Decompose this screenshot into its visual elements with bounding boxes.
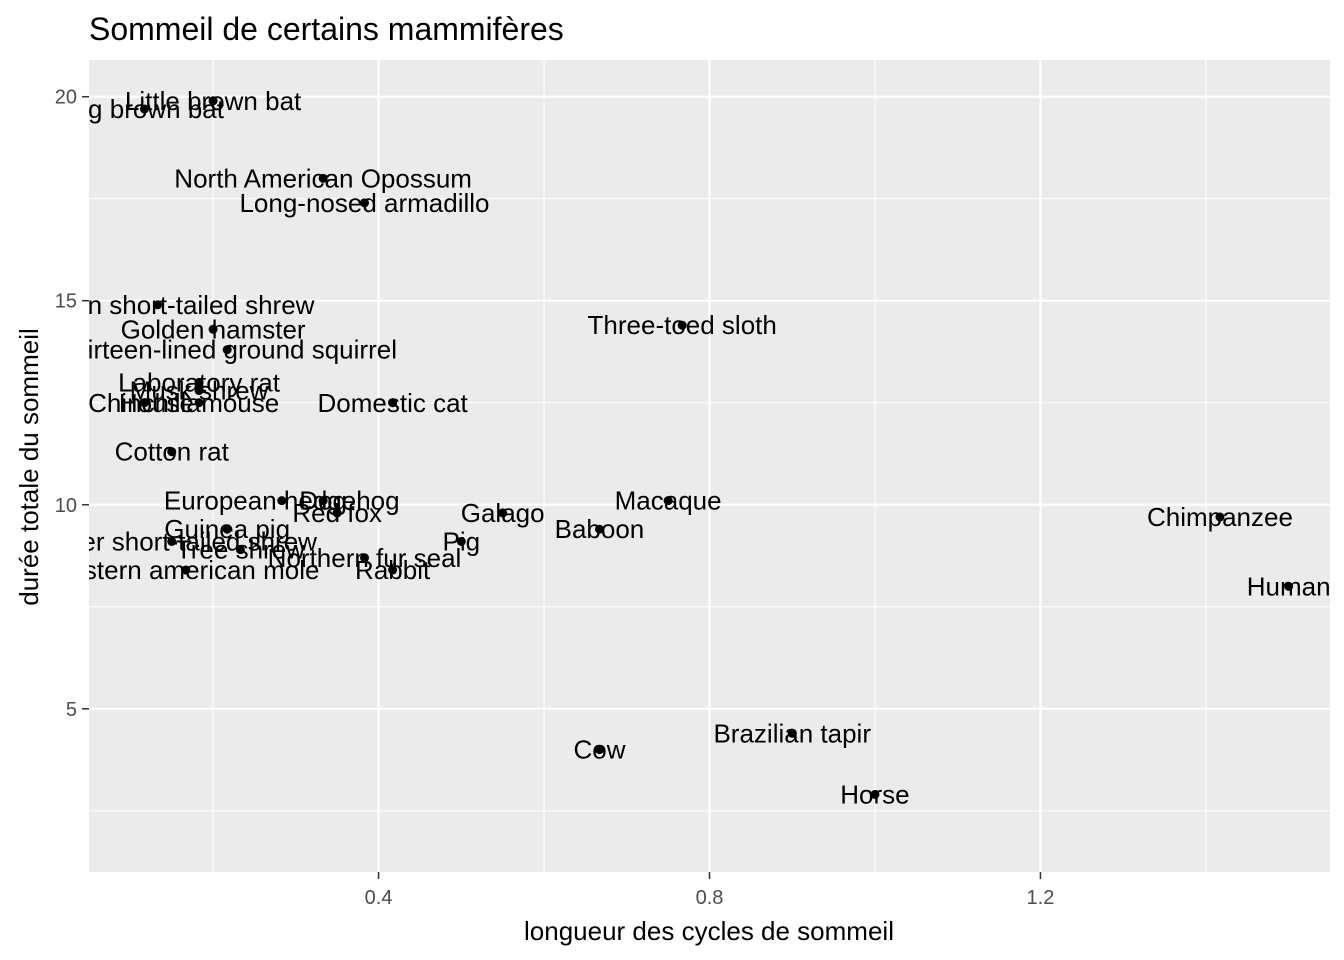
data-point xyxy=(153,300,163,310)
point-label: Pig xyxy=(443,526,481,556)
point-label: Red fox xyxy=(292,498,382,528)
point-label: Big brown bat xyxy=(65,94,225,124)
data-point xyxy=(167,447,177,457)
y-axis: 5 10 15 20 xyxy=(55,87,89,721)
data-point xyxy=(498,508,508,518)
point-label: Baboon xyxy=(555,514,645,544)
point-label: Guinea pig xyxy=(164,514,290,544)
data-point xyxy=(388,398,398,408)
data-points xyxy=(139,96,1294,799)
point-label: Musk shrew xyxy=(130,376,269,406)
data-point xyxy=(318,496,328,506)
point-label: European hedgehog xyxy=(164,486,400,516)
data-point xyxy=(167,536,177,546)
data-point xyxy=(594,524,604,534)
point-label: Little brown bat xyxy=(125,86,302,116)
x-axis: 0.4 0.8 1.2 xyxy=(365,872,1055,909)
data-point xyxy=(1215,512,1225,522)
point-label: Dog xyxy=(299,486,347,516)
data-point xyxy=(360,198,370,208)
data-point xyxy=(222,345,232,355)
point-label: Chimpanzee xyxy=(1147,502,1293,532)
y-tick-label: 20 xyxy=(55,87,77,109)
point-label: Galago xyxy=(461,498,545,528)
point-label: Domestic cat xyxy=(317,388,468,418)
point-label: Horse xyxy=(840,779,909,809)
point-label: Laboratory rat xyxy=(118,367,281,397)
point-label: Northern fur seal xyxy=(268,543,462,573)
data-point xyxy=(194,386,204,396)
data-point xyxy=(594,745,604,755)
data-point xyxy=(194,377,204,387)
point-label: Three-toed sloth xyxy=(588,310,777,340)
y-tick-label: 10 xyxy=(55,495,77,517)
data-point xyxy=(388,565,398,575)
data-point xyxy=(360,553,370,563)
data-point xyxy=(663,496,673,506)
data-point xyxy=(456,536,466,546)
point-label: Golden hamster xyxy=(121,314,306,344)
x-tick-label: 0.8 xyxy=(696,887,724,909)
point-label: Rabbit xyxy=(355,555,431,585)
y-tick-label: 5 xyxy=(66,699,77,721)
data-point xyxy=(235,545,245,555)
data-point xyxy=(181,565,191,575)
point-label: Human xyxy=(1247,571,1331,601)
data-point xyxy=(1284,581,1294,591)
point-label: Tree shrew xyxy=(176,535,305,565)
data-point xyxy=(208,324,218,334)
data-point xyxy=(332,508,342,518)
data-point xyxy=(194,398,204,408)
point-label: Brazilian tapir xyxy=(713,718,871,748)
point-label: Chinchilla xyxy=(88,388,201,418)
y-axis-title: durée totale du sommeil xyxy=(14,328,44,605)
chart-title: Sommeil de certains mammifères xyxy=(89,11,564,47)
y-tick-label: 15 xyxy=(55,291,77,313)
grid-major xyxy=(89,60,1330,872)
data-point xyxy=(677,320,687,330)
point-label: North American Opossum xyxy=(174,163,472,193)
data-point xyxy=(277,496,287,506)
point-label: Long-nosed armadillo xyxy=(239,188,489,218)
point-label: Eastern american mole xyxy=(52,555,319,585)
data-point xyxy=(318,173,328,183)
data-point xyxy=(139,104,149,114)
point-label: Northern short-tailed shrew xyxy=(1,290,315,320)
point-label: Cotton rat xyxy=(115,437,230,467)
data-point xyxy=(208,96,218,106)
point-label: Thirteen-lined ground squirrel xyxy=(57,335,397,365)
point-label: House mouse xyxy=(119,388,279,418)
x-tick-label: 1.2 xyxy=(1027,887,1055,909)
x-axis-title: longueur des cycles de sommeil xyxy=(524,916,894,946)
point-label: Lesser short-tailed shrew xyxy=(26,526,317,556)
data-point xyxy=(139,398,149,408)
point-label: Cow xyxy=(573,735,625,765)
point-label: Macaque xyxy=(615,486,722,516)
x-tick-label: 0.4 xyxy=(365,887,393,909)
data-point xyxy=(222,524,232,534)
data-point xyxy=(870,789,880,799)
data-point xyxy=(787,728,797,738)
